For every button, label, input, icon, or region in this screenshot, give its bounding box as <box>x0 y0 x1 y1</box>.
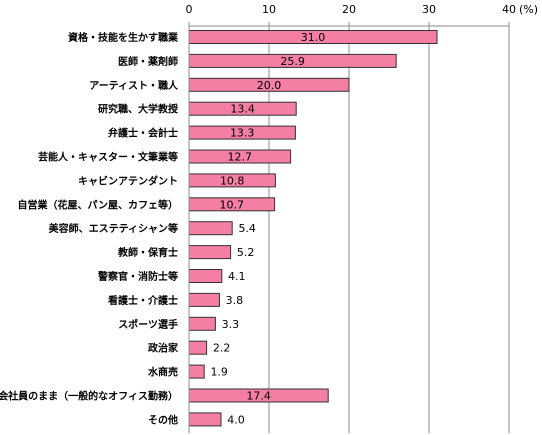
category-label: 会社員のまま（一般的なオフィス勤務） <box>0 390 178 403</box>
data-label: 12.7 <box>228 151 253 164</box>
bar <box>188 316 216 331</box>
bars <box>188 30 438 427</box>
category-label: 美容師、エステティシャン等 <box>49 222 178 235</box>
category-label: スポーツ選手 <box>118 318 178 331</box>
x-tick-label: 40 <box>502 3 516 16</box>
data-label: 31.0 <box>301 31 326 44</box>
data-label: 10.7 <box>220 198 245 211</box>
x-tick-label: 10 <box>262 3 276 16</box>
bar <box>188 340 208 355</box>
data-label: 4.1 <box>228 270 246 283</box>
category-label: 教師・保育士 <box>117 246 178 259</box>
bar <box>188 364 205 379</box>
x-tick-label: 20 <box>342 3 356 16</box>
category-label: 警察官・消防士等 <box>97 270 178 283</box>
data-label: 5.2 <box>237 246 255 259</box>
category-label: 芸能人・キャスター・文筆業等 <box>38 151 178 164</box>
data-label: 3.3 <box>222 318 240 331</box>
data-label: 25.9 <box>280 55 305 68</box>
gridlines <box>268 26 510 434</box>
category-labels: 資格・技能を生かす職業医師・薬剤師アーティスト・職人研究職、大学教授弁護士・会計… <box>0 31 179 426</box>
data-label: 17.4 <box>246 390 271 403</box>
x-tick-label: 30 <box>422 3 436 16</box>
data-label: 20.0 <box>257 79 282 92</box>
data-label: 13.3 <box>230 127 255 140</box>
category-label: 弁護士・会計士 <box>108 127 178 140</box>
bar <box>188 269 223 283</box>
data-label: 13.4 <box>230 103 255 116</box>
bar <box>188 245 232 260</box>
category-label: 看護士・介護士 <box>108 294 178 307</box>
category-label: 研究職、大学教授 <box>98 103 179 116</box>
category-label: 自営業（花屋、パン屋、カフェ等） <box>18 198 179 211</box>
data-labels: 31.0 25.9 20.013.4 13.3 12.7 10.8 10.7 5.4 5.2 4.… <box>210 31 325 426</box>
category-label: アーティスト・職人 <box>89 79 179 92</box>
data-label: 4.0 <box>227 413 245 426</box>
data-label: 1.9 <box>210 366 228 379</box>
data-label: 5.4 <box>238 222 256 235</box>
bar <box>188 292 220 307</box>
bar <box>188 412 222 427</box>
x-axis-tick-labels: 0 10 20 30 40 <box>186 3 516 27</box>
data-label: 3.8 <box>226 294 244 307</box>
unit-label: (%) <box>519 3 538 16</box>
data-label: 2.2 <box>213 342 231 355</box>
category-label: 資格・技能を生かす職業 <box>68 31 179 44</box>
data-label: 10.8 <box>220 174 245 187</box>
bar <box>188 221 233 236</box>
category-label: 水商売 <box>147 366 178 379</box>
x-tick-label: 0 <box>186 3 193 16</box>
category-label: キャビンアテンダント <box>78 174 178 187</box>
category-label: その他 <box>148 413 178 426</box>
category-label: 医師・薬剤師 <box>118 55 178 68</box>
category-label: 政治家 <box>148 342 179 355</box>
